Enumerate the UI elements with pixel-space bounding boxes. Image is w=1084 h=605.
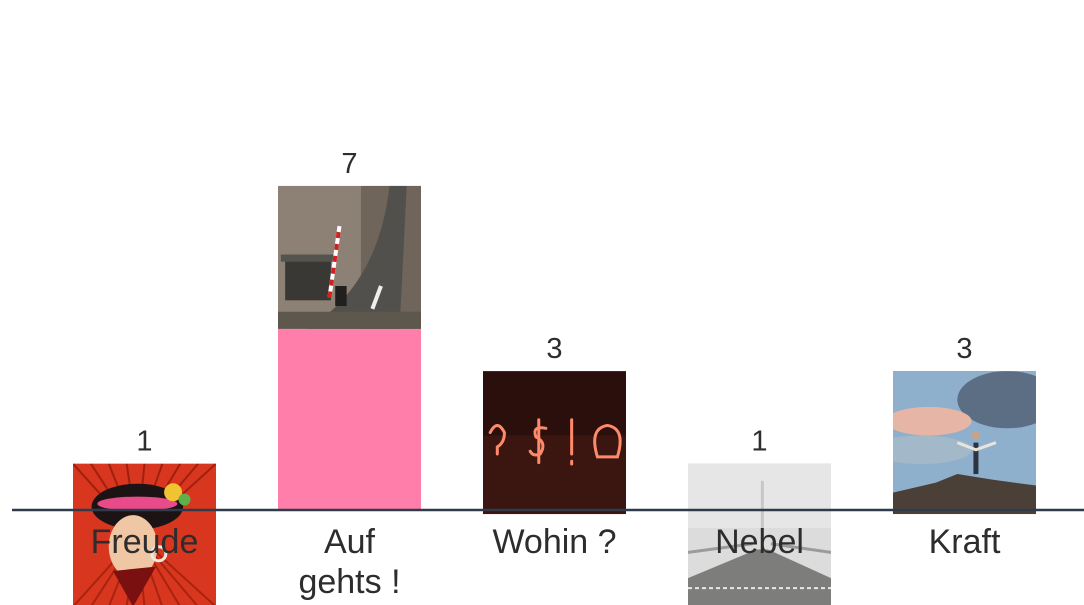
- category-label-line: Wohin ?: [492, 523, 617, 561]
- steep-road-with-barrier-photo: [278, 185, 421, 329]
- category-label-freude: Freude: [50, 522, 240, 562]
- foggy-bridge-photo: [688, 463, 831, 605]
- category-label-line: Freude: [90, 523, 199, 561]
- category-label-line: Nebel: [715, 523, 804, 561]
- category-label-kraft: Kraft: [870, 522, 1060, 562]
- category-label-line: Auf: [323, 523, 376, 561]
- value-label-wohin: 3: [546, 333, 562, 365]
- value-label-freude: 1: [136, 426, 152, 458]
- value-label-nebel: 1: [751, 426, 767, 458]
- value-label-auf-gehts: 7: [341, 148, 357, 180]
- category-label-line: Kraft: [928, 523, 1001, 561]
- category-label-line: gehts !: [298, 563, 401, 601]
- value-label-kraft: 3: [956, 333, 972, 365]
- category-label-wohin: Wohin ?: [460, 522, 650, 562]
- neon-question-dollar-skull-signs-photo: [483, 371, 626, 515]
- person-on-mountain-summit-photo: [893, 371, 1036, 515]
- woman-in-traditional-costume-photo: [73, 463, 216, 605]
- category-label-nebel: Nebel: [665, 522, 855, 562]
- category-label-auf-gehts: Auf gehts !: [255, 522, 445, 602]
